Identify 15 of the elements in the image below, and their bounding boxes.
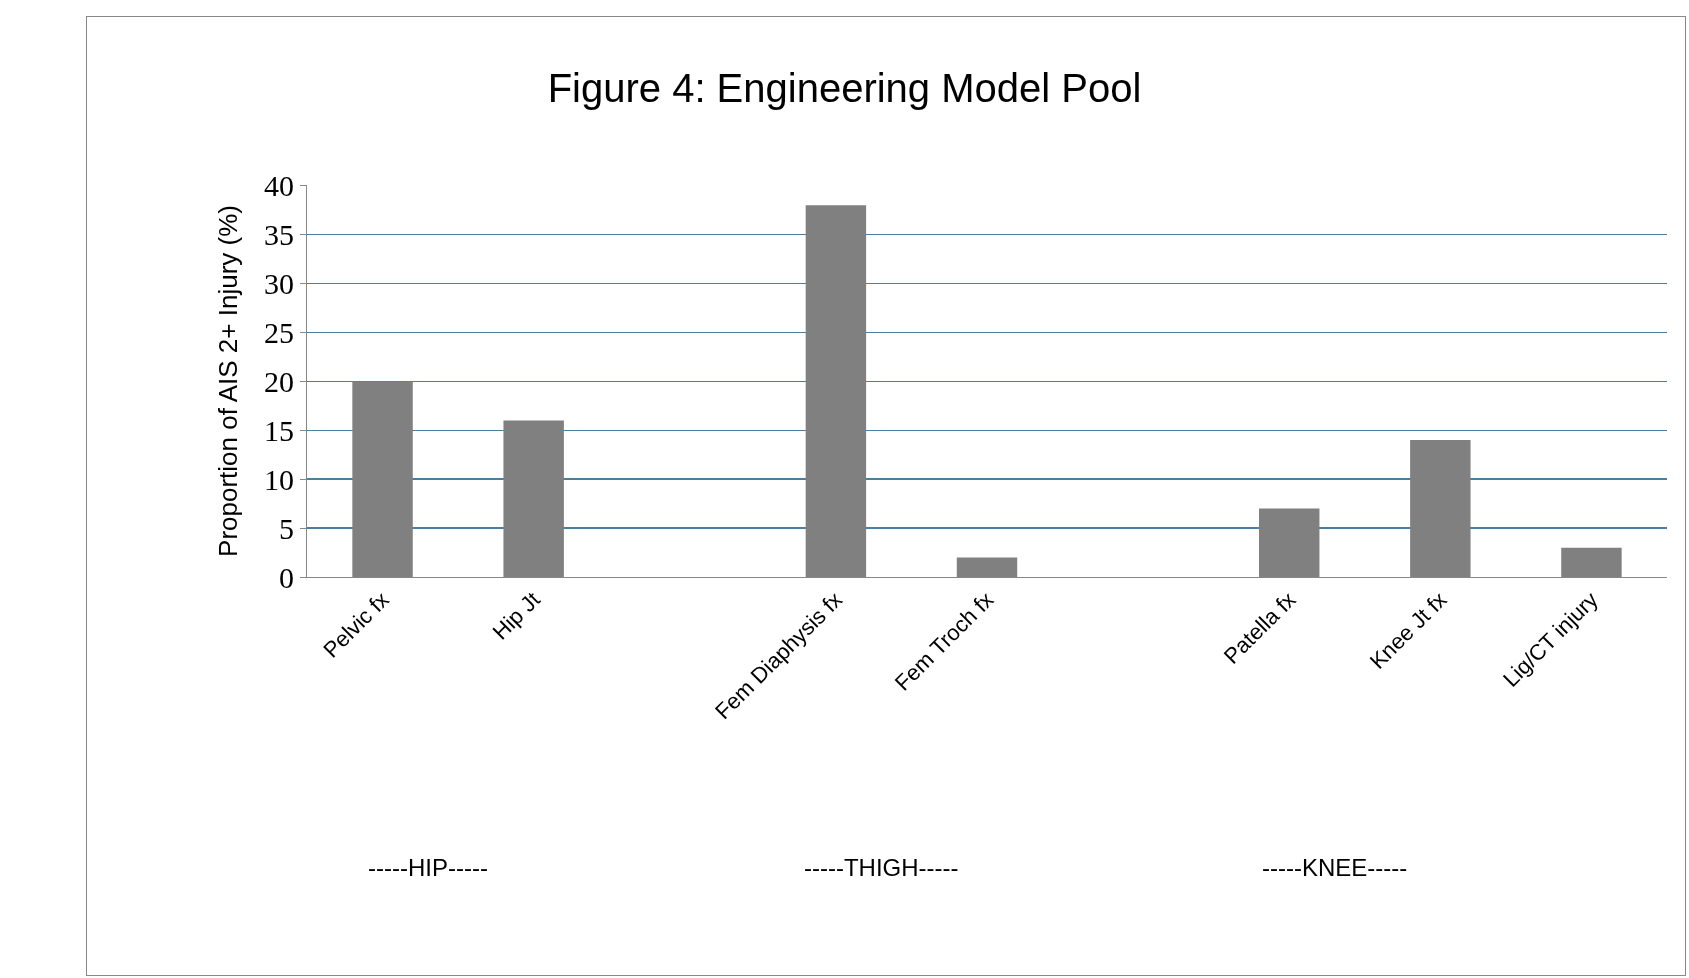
- y-tick-label: 10: [264, 462, 294, 496]
- x-tick-label: Hip Jt: [487, 587, 545, 645]
- y-axis-title: Proportion of AIS 2+ Injury (%): [213, 205, 244, 557]
- y-tick-label: 35: [264, 218, 294, 252]
- y-tick-label: 0: [279, 560, 294, 594]
- y-tick-label: 5: [279, 511, 294, 545]
- y-tick-label: 15: [264, 413, 294, 447]
- text: -----KNEE-----: [1262, 854, 1408, 881]
- y-tick-label: 20: [264, 364, 294, 398]
- y-tick-label: 25: [264, 315, 294, 349]
- y-tick-label: 40: [264, 169, 294, 203]
- y-tick-label: 30: [264, 267, 294, 301]
- chart-title: Figure 4: Engineering Model Pool: [547, 66, 1142, 111]
- text: -----HIP-----: [368, 854, 488, 881]
- text: -----THIGH-----: [804, 854, 959, 881]
